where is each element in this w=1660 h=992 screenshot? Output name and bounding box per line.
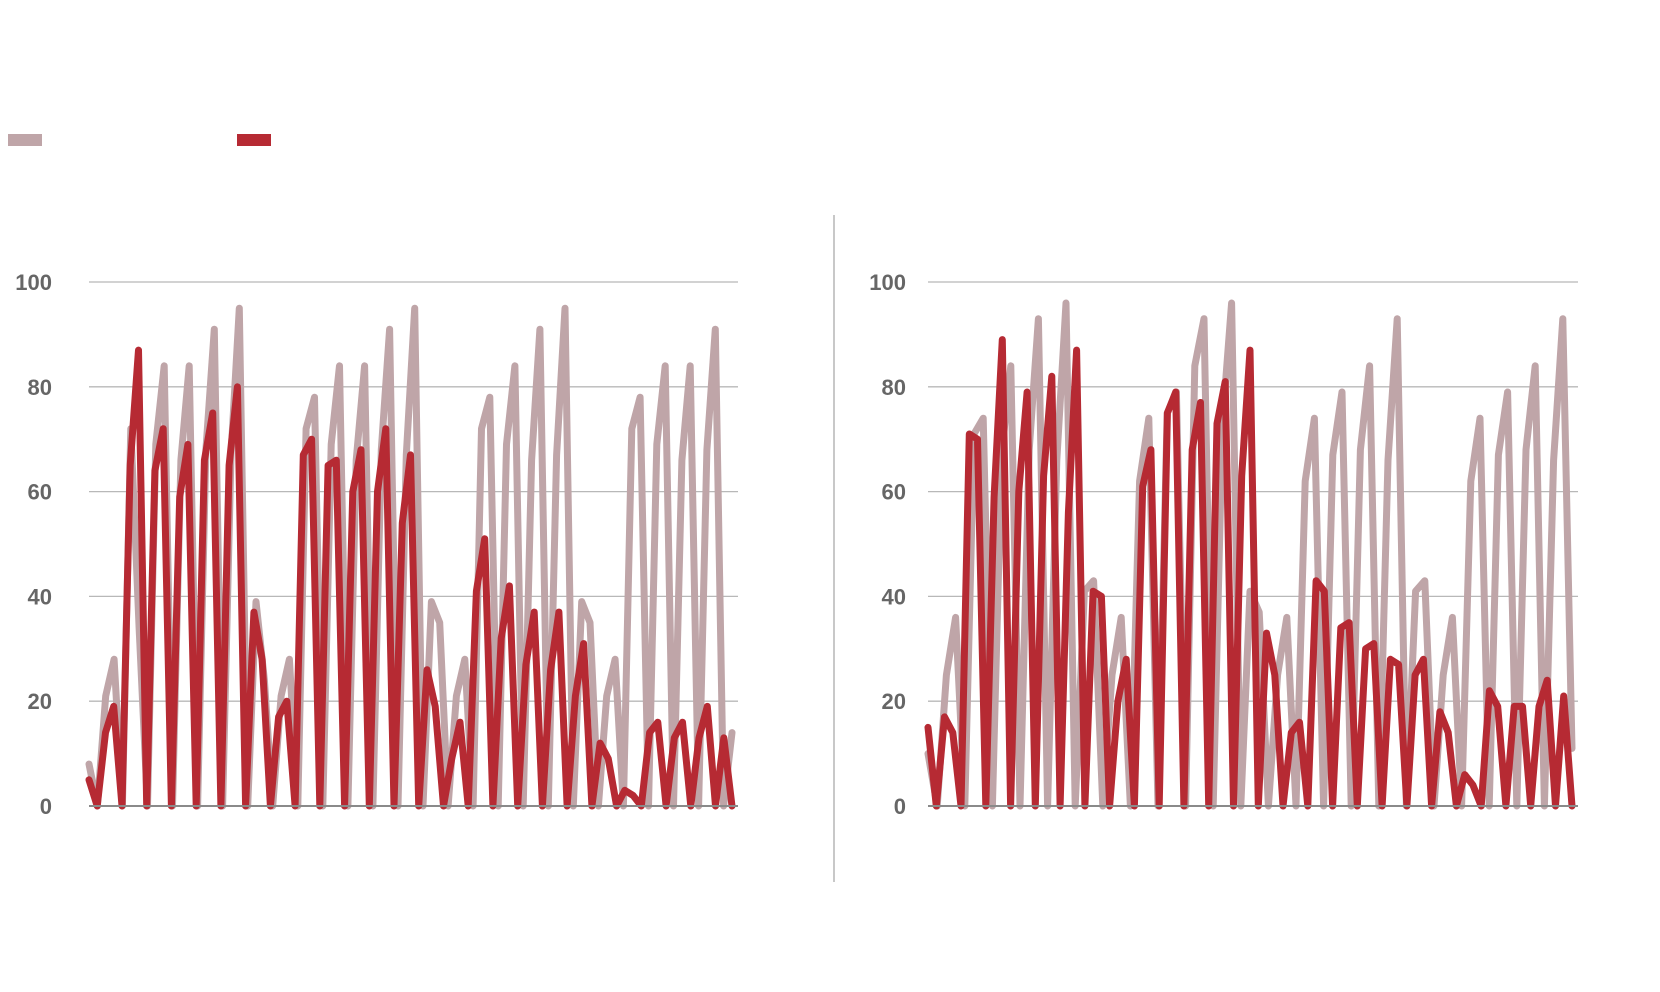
legend-swatch-2 bbox=[237, 134, 271, 146]
y-tick-label-40: 40 bbox=[28, 584, 52, 609]
legend bbox=[8, 134, 271, 146]
y-tick-label-0: 0 bbox=[40, 794, 52, 819]
y-tick-label-100: 100 bbox=[869, 270, 906, 295]
y-tick-label-80: 80 bbox=[28, 375, 52, 400]
chart-left: 0 20 40 60 80 100 bbox=[15, 270, 738, 819]
series-line-1 bbox=[924, 299, 1576, 810]
chart-right: 0 20 40 60 80 100 bbox=[869, 270, 1578, 819]
legend-swatch-1 bbox=[8, 134, 42, 146]
y-tick-label-80: 80 bbox=[882, 375, 906, 400]
y-tick-label-0: 0 bbox=[894, 794, 906, 819]
y-tick-label-20: 20 bbox=[882, 689, 906, 714]
y-tick-label-40: 40 bbox=[882, 584, 906, 609]
y-tick-label-60: 60 bbox=[882, 480, 906, 505]
y-tick-label-20: 20 bbox=[28, 689, 52, 714]
y-tick-label-60: 60 bbox=[28, 480, 52, 505]
y-tick-label-100: 100 bbox=[15, 270, 52, 295]
